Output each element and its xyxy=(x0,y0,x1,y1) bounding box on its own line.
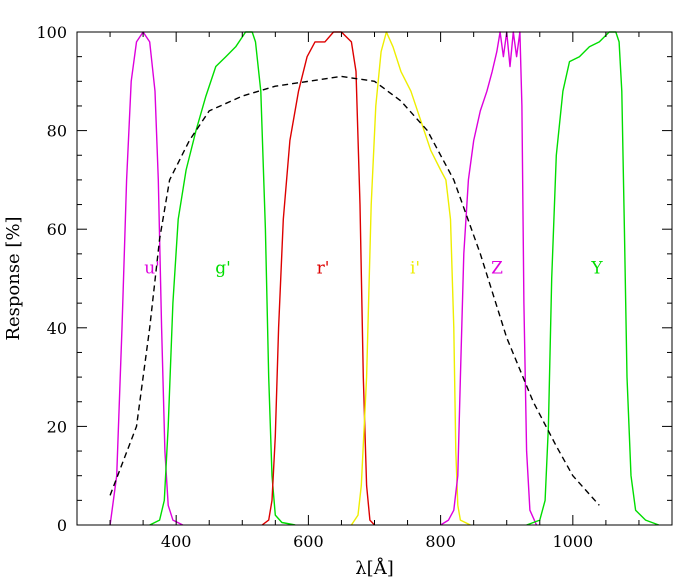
series-labels-layer: u' g' r' i' Z Y xyxy=(144,259,603,279)
y-tick-label: 60 xyxy=(47,220,67,239)
curves-layer xyxy=(109,31,660,525)
y-tick-label: 20 xyxy=(47,417,67,436)
dashed-curve xyxy=(109,75,600,506)
series-line xyxy=(149,31,296,525)
y-tick-label: 100 xyxy=(36,23,67,42)
x-tick-label: 400 xyxy=(161,532,192,551)
series-label: Z xyxy=(491,259,503,279)
x-tick-label: 800 xyxy=(425,532,456,551)
x-tick-label: 1000 xyxy=(552,532,593,551)
series-line xyxy=(440,31,538,525)
x-tick-label: 600 xyxy=(293,532,324,551)
series-line xyxy=(526,31,660,525)
series-label: r' xyxy=(317,259,330,279)
y-axis-title: Response [%] xyxy=(3,216,24,340)
y-tick-label: 0 xyxy=(57,516,67,535)
x-axis-title: λ[Å] xyxy=(355,557,393,579)
series-label: i' xyxy=(410,259,420,279)
y-tick-label: 80 xyxy=(47,122,67,141)
series-line xyxy=(350,31,471,525)
series-label: g' xyxy=(215,259,231,279)
ticks-layer: 400 600 800 1000 0 20 40 60 80 100 xyxy=(36,23,673,551)
series-label: u' xyxy=(144,259,160,279)
series-label: Y xyxy=(590,259,603,279)
series-line xyxy=(261,31,376,525)
y-tick-label: 40 xyxy=(47,319,67,338)
series-line xyxy=(109,31,184,525)
